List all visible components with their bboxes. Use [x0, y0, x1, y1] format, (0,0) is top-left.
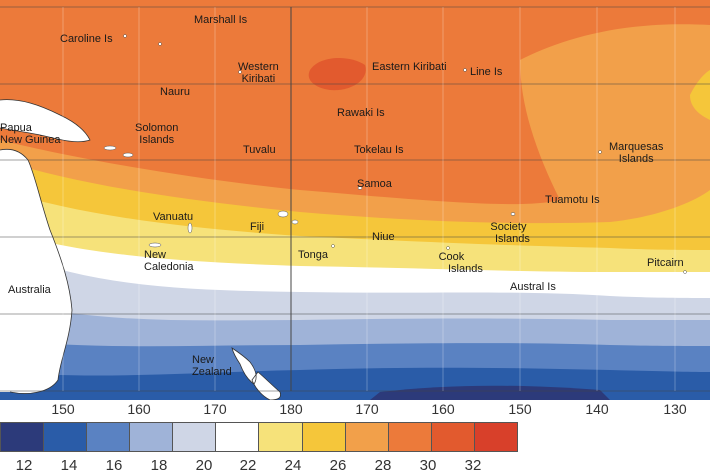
grid-lines — [0, 6, 710, 392]
swatch-14 — [44, 423, 88, 451]
label-png-1: Papua — [0, 122, 32, 134]
australia-landmass — [0, 149, 72, 394]
swatch-34 — [474, 423, 517, 451]
colorbar-tick: 22 — [239, 457, 257, 474]
label-nauru: Nauru — [160, 86, 190, 98]
lon-tick: 150 — [51, 401, 75, 417]
colorbar-tick: 20 — [195, 457, 213, 474]
label-vanuatu: Vanuatu — [153, 211, 194, 223]
label-western-kiribati-1: Western — [238, 61, 279, 73]
lon-tick: 150 — [508, 401, 532, 417]
swatch-12 — [1, 423, 45, 451]
label-tonga: Tonga — [298, 249, 328, 261]
label-marquesas-2: Islands — [618, 153, 654, 165]
label-new-zealand-1: New — [192, 354, 215, 366]
label-eastern-kiribati: Eastern Kiribati — [372, 61, 447, 73]
label-tuvalu: Tuvalu — [243, 144, 276, 156]
new-guinea-landmass — [0, 99, 90, 142]
lon-tick: 170 — [355, 401, 379, 417]
lon-tick: 160 — [431, 401, 455, 417]
swatch-30 — [388, 423, 432, 451]
island-specks — [103, 34, 687, 274]
swatch-20 — [173, 423, 217, 451]
label-new-zealand: New Zealand — [192, 354, 232, 378]
swatch-16 — [87, 423, 131, 451]
label-new-caledonia: New Caledonia — [144, 249, 194, 273]
sst-map — [0, 0, 710, 400]
colorbar-tick: 14 — [60, 457, 78, 474]
label-new-caledonia-2: Caledonia — [144, 261, 194, 273]
new-zealand-south — [252, 372, 281, 400]
label-new-caledonia-1: New — [144, 249, 167, 261]
lon-tick: 160 — [127, 401, 151, 417]
label-society-1: Society — [490, 221, 527, 233]
label-marquesas-1: Marquesas — [609, 141, 664, 153]
label-niue: Niue — [372, 231, 395, 243]
temperature-colorbar — [0, 422, 518, 452]
band-26-east — [690, 70, 710, 120]
label-western-kiribati: Western Kiribati — [238, 61, 279, 85]
swatch-26 — [302, 423, 346, 451]
label-new-zealand-2: Zealand — [192, 366, 232, 378]
swatch-24 — [259, 423, 303, 451]
lon-tick: 130 — [663, 401, 687, 417]
label-solomon-1: Solomon — [135, 122, 179, 134]
label-png-2: New Guinea — [0, 134, 61, 146]
label-australia: Australia — [8, 284, 51, 296]
lon-tick: 140 — [585, 401, 609, 417]
label-austral: Austral Is — [510, 281, 556, 293]
label-tokelau: Tokelau Is — [354, 144, 404, 156]
label-rawaki: Rawaki Is — [337, 107, 385, 119]
label-society-2: Islands — [495, 233, 530, 245]
lon-tick: 180 — [279, 401, 303, 417]
label-fiji: Fiji — [250, 221, 265, 233]
label-marquesas-islands: Marquesas Islands — [609, 141, 663, 165]
label-cook-2: Islands — [448, 263, 483, 275]
swatch-28 — [345, 423, 389, 451]
band-32 — [308, 58, 366, 91]
label-solomon-2: Islands — [139, 134, 175, 146]
colorbar-tick: 30 — [419, 457, 437, 474]
band-12 — [370, 385, 610, 400]
colorbar-tick: 26 — [329, 457, 347, 474]
swatch-32 — [431, 423, 475, 451]
label-papua-new-guinea: Papua New Guinea — [0, 122, 61, 146]
label-caroline: Caroline Is — [60, 33, 113, 45]
colorbar-tick: 24 — [284, 457, 302, 474]
swatch-18 — [130, 423, 174, 451]
colorbar-tick: 28 — [374, 457, 392, 474]
label-society-islands: Society Islands — [487, 221, 530, 245]
colorbar-tick: 18 — [150, 457, 168, 474]
grid-lines-faint — [62, 7, 676, 391]
label-cook-1: Cook — [438, 251, 465, 263]
label-marshall: Marshall Is — [194, 14, 248, 26]
colorbar-tick: 12 — [15, 457, 33, 474]
label-line: Line Is — [470, 66, 503, 78]
label-western-kiribati-2: Kiribati — [241, 73, 276, 85]
new-zealand-north — [232, 348, 257, 384]
label-pitcairn: Pitcairn — [647, 257, 684, 269]
label-cook-islands: Cook Islands — [434, 251, 483, 275]
colorbar-tick: 16 — [105, 457, 123, 474]
label-solomon-islands: Solomon Islands — [135, 122, 178, 146]
label-tuamotu: Tuamotu Is — [545, 194, 600, 206]
swatch-22 — [216, 423, 260, 451]
label-samoa: Samoa — [357, 178, 392, 190]
colorbar-tick: 32 — [464, 457, 482, 474]
lon-tick: 170 — [203, 401, 227, 417]
